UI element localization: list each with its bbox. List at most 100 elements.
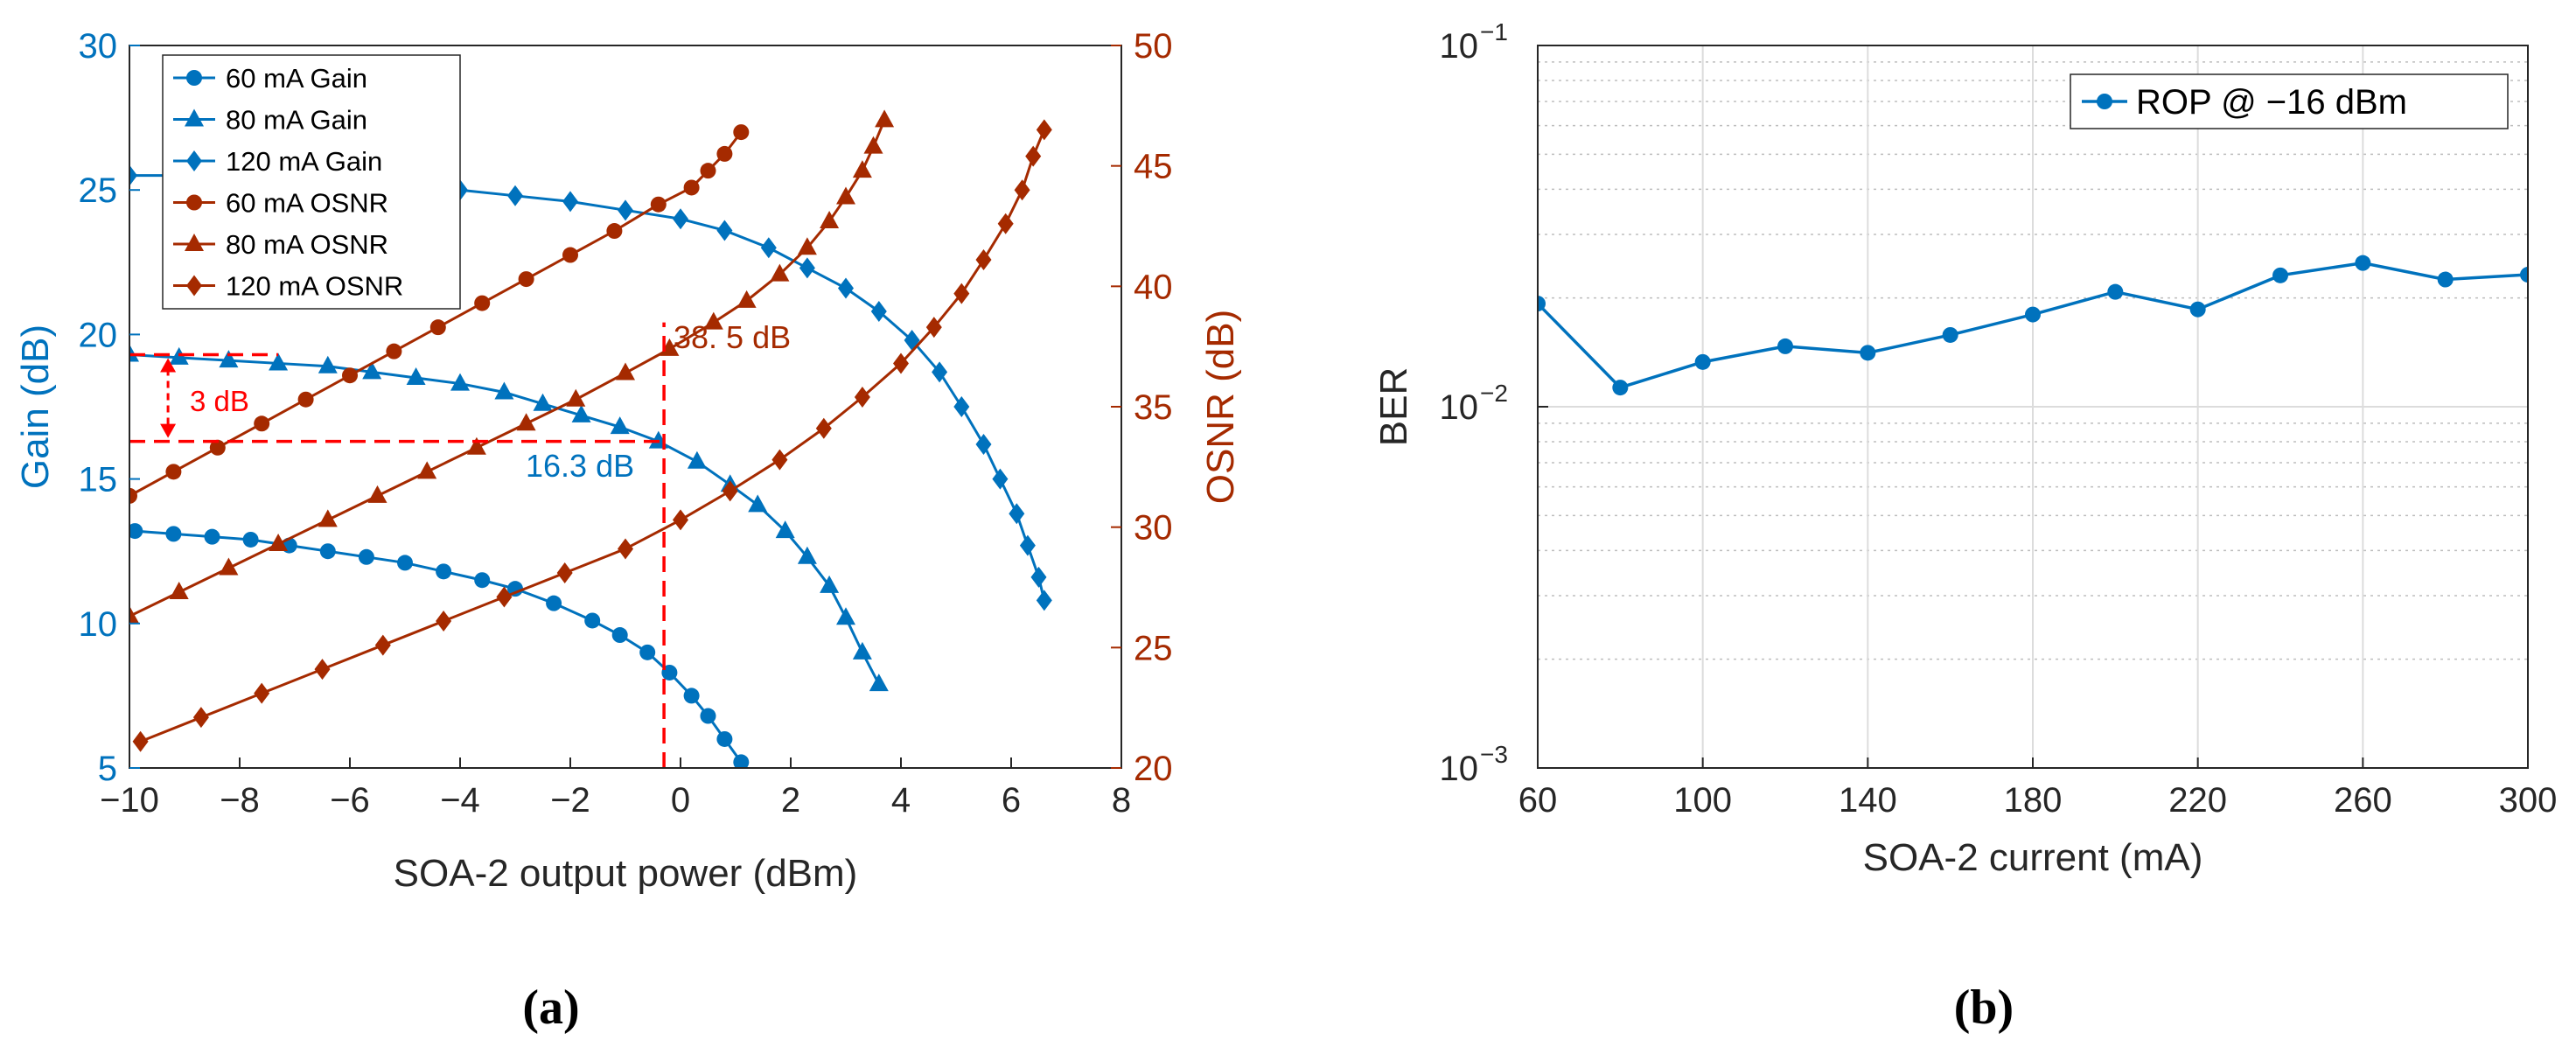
x-tick-label: 6 (1002, 781, 1021, 820)
data-point-60-ma-osnr (474, 295, 491, 311)
legend-marker (185, 234, 204, 251)
data-point-80-ma-osnr (129, 605, 139, 624)
panel-a-left-y-label: Gain (dB) (14, 325, 57, 489)
data-point-80-ma-gain (406, 366, 426, 385)
panel-a-guides (129, 322, 666, 768)
data-point-80-ma-gain (533, 393, 553, 411)
data-point-120-ma-gain (129, 164, 137, 186)
left-y-tick-label: 15 (79, 461, 118, 499)
data-point-80-ma-osnr (616, 362, 635, 380)
legend-marker (185, 108, 204, 127)
data-point-60-ma-osnr (716, 145, 733, 162)
x-tick-label: 300 (2499, 781, 2558, 820)
panel-b: 60 100 140 180 220 260 300 10−310−210−1 SOA-2 … (1372, 18, 2557, 1035)
y-tick-label: 10 −2 (1440, 380, 1508, 427)
data-point-80-ma-osnr (797, 237, 817, 255)
data-point-60-ma-osnr (683, 179, 700, 196)
data-point-80-ma-osnr (852, 160, 872, 178)
x-tick-label: 8 (1112, 781, 1131, 820)
data-point-80-ma-osnr (417, 461, 437, 479)
data-point-60-ma-osnr (700, 163, 716, 179)
data-point-120-ma-gain (562, 191, 578, 213)
gain-drop-arrow-down (160, 423, 177, 438)
data-point-80-ma-osnr (770, 263, 790, 282)
data-point-80-ma-gain (748, 494, 768, 513)
panel-a-caption: (a) (522, 981, 579, 1035)
data-point-60-ma-osnr (429, 319, 446, 336)
panel-b-grid (1537, 45, 2529, 769)
data-point-60-ma-gain (165, 526, 182, 542)
data-point-120-ma-osnr (314, 659, 331, 681)
data-point-60-ma-osnr (606, 223, 623, 240)
data-point-ber (2437, 271, 2454, 288)
y-tick-exponent: −3 (1480, 741, 1508, 768)
data-point-ber (1942, 326, 1958, 343)
data-point-60-ma-osnr (254, 415, 270, 432)
data-point-120-ma-osnr (893, 353, 909, 374)
panel-a-x-ticks: −10 −8 −6 −4 −2 0 2 4 6 8 (100, 757, 1131, 820)
data-point-60-ma-gain (242, 531, 259, 548)
series-ber (1538, 255, 2528, 396)
y-tick-exponent: −2 (1480, 380, 1508, 407)
right-y-tick-label: 20 (1134, 750, 1173, 788)
data-point-80-ma-gain (852, 641, 872, 660)
legend-label: ROP @ −16 dBm (2136, 83, 2407, 122)
data-point-60-ma-osnr (297, 391, 314, 408)
data-point-ber (2272, 267, 2288, 283)
legend-marker (186, 194, 202, 211)
data-point-80-ma-gain (129, 344, 139, 362)
data-point-120-ma-osnr (618, 538, 633, 560)
data-point-120-ma-osnr (1036, 119, 1052, 141)
x-tick-label: −6 (330, 781, 370, 820)
left-y-tick-label: 10 (79, 605, 118, 644)
data-point-120-ma-gain (1036, 590, 1052, 611)
x-tick-label: 260 (2334, 781, 2392, 820)
data-point-120-ma-osnr (556, 562, 573, 583)
x-tick-label: −4 (440, 781, 480, 820)
data-point-120-ma-gain (870, 300, 887, 322)
data-point-80-ma-osnr (367, 485, 387, 503)
data-point-120-ma-gain (618, 199, 633, 221)
data-point-60-ma-osnr (165, 464, 182, 480)
data-point-120-ma-gain (932, 361, 948, 383)
data-point-120-ma-osnr (132, 730, 149, 752)
panel-b-plot-area (1538, 255, 2528, 396)
right-y-tick-label: 25 (1134, 629, 1173, 667)
panel-a-x-label: SOA-2 output power (dBm) (394, 852, 858, 895)
data-point-60-ma-gain (733, 754, 750, 768)
annotation-osnr-value: 38. 5 dB (674, 319, 791, 355)
data-point-120-ma-gain (716, 220, 733, 241)
data-point-80-ma-osnr (836, 186, 855, 205)
data-point-60-ma-osnr (386, 343, 402, 359)
data-point-80-ma-gain (687, 450, 707, 469)
y-tick-base: 10 (1440, 388, 1479, 427)
y-tick-exponent: −1 (1480, 18, 1508, 45)
panel-b-x-label: SOA-2 current (mA) (1863, 836, 2203, 879)
data-point-ber (2520, 267, 2528, 283)
series-line-80-ma-gain (129, 353, 881, 685)
data-point-80-ma-osnr (703, 311, 723, 330)
data-point-ber (2107, 283, 2124, 300)
data-point-120-ma-osnr (374, 634, 391, 656)
panel-a-right-y-ticks: 20 25 30 35 40 45 50 (1111, 27, 1173, 788)
data-point-ber (2025, 306, 2041, 323)
data-point-120-ma-osnr (496, 586, 513, 608)
data-point-80-ma-osnr (566, 388, 586, 407)
data-point-80-ma-gain (269, 353, 289, 371)
panel-a-legend-box (162, 54, 461, 310)
data-point-80-ma-gain (775, 520, 795, 539)
data-point-120-ma-osnr (1014, 179, 1030, 201)
data-point-80-ma-gain (836, 607, 855, 625)
data-point-120-ma-osnr (815, 417, 832, 439)
legend-label: 80 mA Gain (226, 105, 367, 136)
data-point-60-ma-osnr (518, 271, 534, 288)
data-point-60-ma-gain (716, 730, 733, 747)
x-tick-label: 60 (1518, 781, 1558, 820)
right-y-tick-label: 50 (1134, 27, 1173, 66)
data-point-60-ma-gain (358, 548, 374, 565)
left-y-tick-label: 25 (79, 171, 118, 210)
data-point-60-ma-gain (474, 572, 491, 589)
right-y-tick-label: 35 (1134, 388, 1173, 427)
series-120-ma-osnr (132, 119, 1052, 752)
